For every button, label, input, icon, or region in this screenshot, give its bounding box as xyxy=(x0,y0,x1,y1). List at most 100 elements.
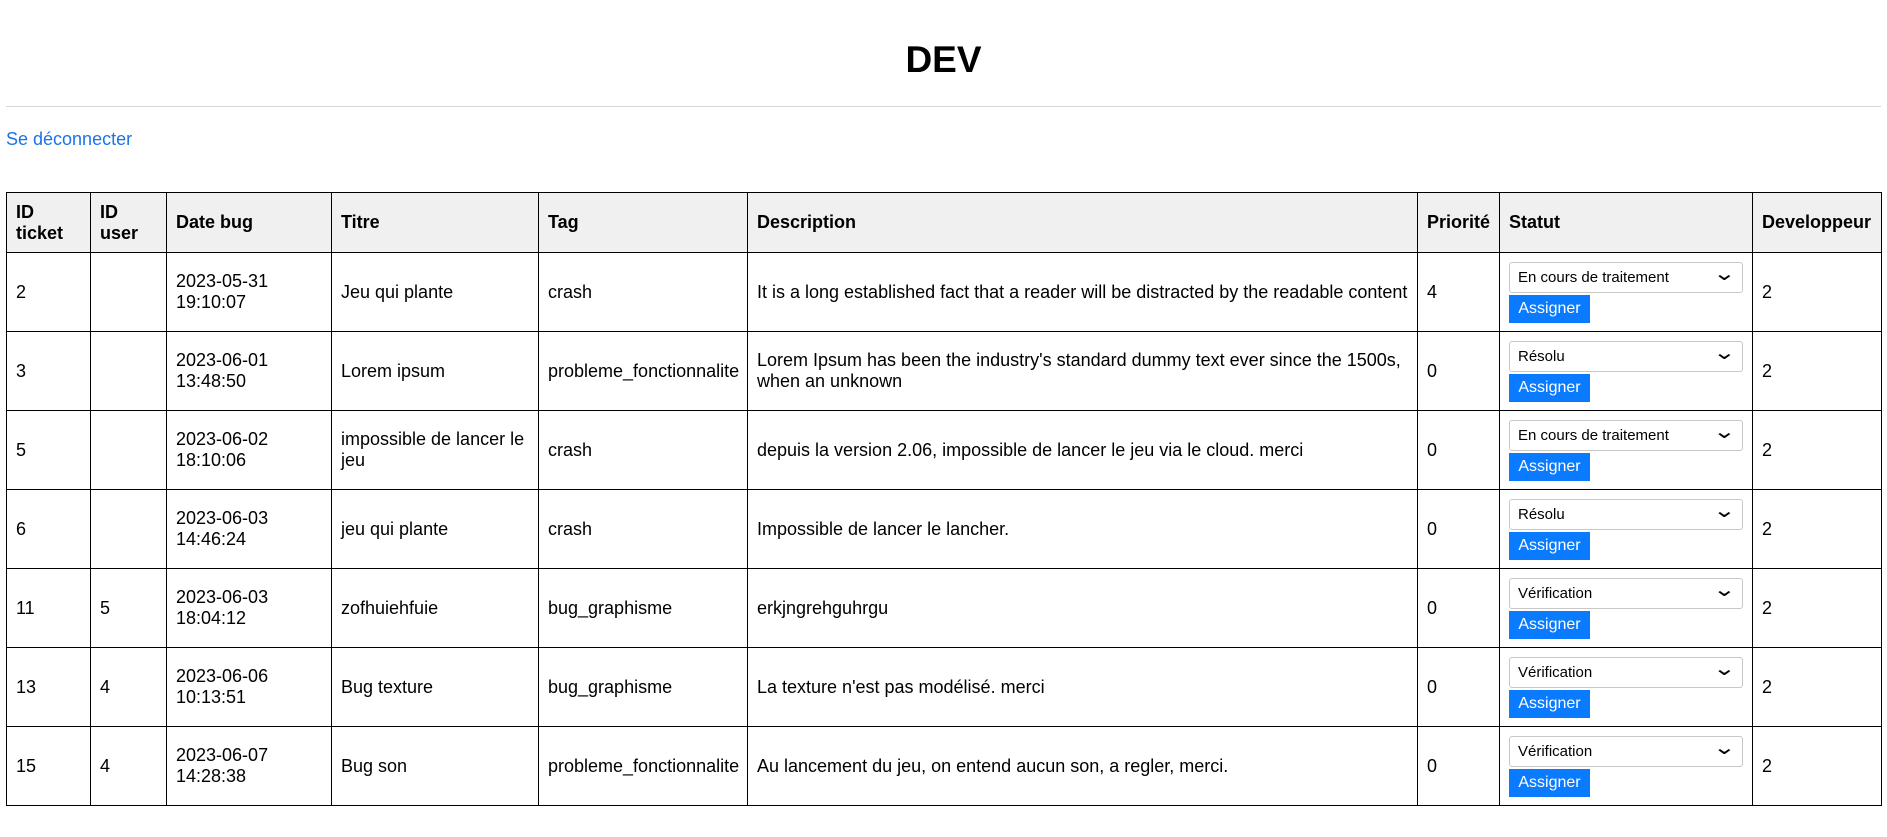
cell-id-ticket: 15 xyxy=(6,726,91,806)
assign-button[interactable]: Assigner xyxy=(1509,531,1590,560)
cell-id-user xyxy=(90,252,167,332)
cell-id-user: 5 xyxy=(90,568,167,648)
statut-controls: Résolu ⌄ Assigner xyxy=(1509,340,1743,402)
cell-id-ticket: 3 xyxy=(6,331,91,411)
column-header-date-bug: Date bug xyxy=(166,192,332,253)
page-title: DEV xyxy=(905,39,982,80)
cell-statut: Résolu ⌄ Assigner xyxy=(1499,489,1753,569)
table-row: 3 2023-06-01 13:48:50 Lorem ipsum probleme_… xyxy=(6,331,1882,411)
table-row: 6 2023-06-03 14:46:24 jeu qui plante crash I… xyxy=(6,489,1882,569)
cell-date-bug: 2023-06-07 14:28:38 xyxy=(166,726,332,806)
statut-select[interactable]: Vérification xyxy=(1509,577,1743,609)
cell-id-user: 4 xyxy=(90,726,167,806)
cell-priorite: 0 xyxy=(1417,726,1500,806)
assign-button[interactable]: Assigner xyxy=(1509,452,1590,481)
cell-date-bug: 2023-06-02 18:10:06 xyxy=(166,410,332,490)
cell-developpeur: 2 xyxy=(1752,331,1882,411)
cell-statut: En cours de traitement ⌄ Assigner xyxy=(1499,252,1753,332)
cell-id-user: 4 xyxy=(90,647,167,727)
statut-select-wrapper: En cours de traitement ⌄ xyxy=(1509,261,1743,293)
cell-titre: Lorem ipsum xyxy=(331,331,539,411)
statut-select[interactable]: Vérification xyxy=(1509,656,1743,688)
table-row: 13 4 2023-06-06 10:13:51 Bug texture bug_gra… xyxy=(6,647,1882,727)
column-header-id-ticket: ID ticket xyxy=(6,192,91,253)
statut-controls: En cours de traitement ⌄ Assigner xyxy=(1509,261,1743,323)
statut-controls: Vérification ⌄ Assigner xyxy=(1509,656,1743,718)
statut-select-wrapper: Résolu ⌄ xyxy=(1509,498,1743,530)
table-row: 5 2023-06-02 18:10:06 impossible de lancer… xyxy=(6,410,1882,490)
statut-controls: Résolu ⌄ Assigner xyxy=(1509,498,1743,560)
cell-titre: Bug son xyxy=(331,726,539,806)
statut-select[interactable]: En cours de traitement xyxy=(1509,261,1743,293)
cell-statut: Vérification ⌄ Assigner xyxy=(1499,568,1753,648)
cell-tag: probleme_fonctionnalite xyxy=(538,726,748,806)
cell-tag: bug_graphisme xyxy=(538,568,748,648)
table-row: 15 4 2023-06-07 14:28:38 Bug son probleme_fo… xyxy=(6,726,1882,806)
column-header-id-user: ID user xyxy=(90,192,167,253)
cell-developpeur: 2 xyxy=(1752,647,1882,727)
cell-id-ticket: 6 xyxy=(6,489,91,569)
cell-statut: En cours de traitement ⌄ Assigner xyxy=(1499,410,1753,490)
table-row: 2 2023-05-31 19:10:07 Jeu qui plante crash I… xyxy=(6,252,1882,332)
cell-titre: zofhuiehfuie xyxy=(331,568,539,648)
column-header-developpeur: Developpeur xyxy=(1752,192,1882,253)
cell-priorite: 0 xyxy=(1417,489,1500,569)
statut-controls: Vérification ⌄ Assigner xyxy=(1509,735,1743,797)
cell-description: La texture n'est pas modélisé. merci xyxy=(747,647,1418,727)
statut-select[interactable]: Résolu xyxy=(1509,498,1743,530)
cell-date-bug: 2023-06-06 10:13:51 xyxy=(166,647,332,727)
column-header-statut: Statut xyxy=(1499,192,1753,253)
assign-button[interactable]: Assigner xyxy=(1509,373,1590,402)
table-row: 11 5 2023-06-03 18:04:12 zofhuiehfuie bug_gr… xyxy=(6,568,1882,648)
cell-titre: impossible de lancer le jeu xyxy=(331,410,539,490)
cell-description: Lorem Ipsum has been the industry's stan… xyxy=(747,331,1418,411)
cell-date-bug: 2023-06-03 18:04:12 xyxy=(166,568,332,648)
statut-controls: En cours de traitement ⌄ Assigner xyxy=(1509,419,1743,481)
cell-description: Impossible de lancer le lancher. xyxy=(747,489,1418,569)
statut-select-wrapper: Vérification ⌄ xyxy=(1509,656,1743,688)
cell-developpeur: 2 xyxy=(1752,489,1882,569)
assign-button[interactable]: Assigner xyxy=(1509,610,1590,639)
cell-statut: Vérification ⌄ Assigner xyxy=(1499,726,1753,806)
statut-select[interactable]: En cours de traitement xyxy=(1509,419,1743,451)
logout-link[interactable]: Se déconnecter xyxy=(6,129,133,149)
statut-select-wrapper: Résolu ⌄ xyxy=(1509,340,1743,372)
assign-button[interactable]: Assigner xyxy=(1509,294,1590,323)
column-header-priorite: Priorité xyxy=(1417,192,1500,253)
cell-id-ticket: 11 xyxy=(6,568,91,648)
cell-tag: crash xyxy=(538,410,748,490)
assign-button[interactable]: Assigner xyxy=(1509,689,1590,718)
cell-tag: crash xyxy=(538,252,748,332)
cell-date-bug: 2023-06-01 13:48:50 xyxy=(166,331,332,411)
statut-select-wrapper: En cours de traitement ⌄ xyxy=(1509,419,1743,451)
table-header-row: ID ticket ID user Date bug Titre Tag Des… xyxy=(6,192,1882,253)
cell-id-user xyxy=(90,489,167,569)
cell-description: erkjngrehguhrgu xyxy=(747,568,1418,648)
column-header-tag: Tag xyxy=(538,192,748,253)
cell-tag: probleme_fonctionnalite xyxy=(538,331,748,411)
cell-date-bug: 2023-06-03 14:46:24 xyxy=(166,489,332,569)
cell-developpeur: 2 xyxy=(1752,252,1882,332)
statut-select-wrapper: Vérification ⌄ xyxy=(1509,735,1743,767)
cell-titre: Bug texture xyxy=(331,647,539,727)
cell-tag: bug_graphisme xyxy=(538,647,748,727)
column-header-titre: Titre xyxy=(331,192,539,253)
cell-description: depuis la version 2.06, impossible de la… xyxy=(747,410,1418,490)
cell-priorite: 0 xyxy=(1417,410,1500,490)
statut-controls: Vérification ⌄ Assigner xyxy=(1509,577,1743,639)
cell-date-bug: 2023-05-31 19:10:07 xyxy=(166,252,332,332)
assign-button[interactable]: Assigner xyxy=(1509,768,1590,797)
cell-priorite: 0 xyxy=(1417,331,1500,411)
cell-id-ticket: 2 xyxy=(6,252,91,332)
statut-select[interactable]: Vérification xyxy=(1509,735,1743,767)
cell-developpeur: 2 xyxy=(1752,568,1882,648)
cell-id-user xyxy=(90,410,167,490)
cell-id-user xyxy=(90,331,167,411)
cell-titre: Jeu qui plante xyxy=(331,252,539,332)
cell-priorite: 0 xyxy=(1417,568,1500,648)
header-divider xyxy=(6,106,1881,107)
cell-id-ticket: 5 xyxy=(6,410,91,490)
statut-select[interactable]: Résolu xyxy=(1509,340,1743,372)
tickets-table: ID ticket ID user Date bug Titre Tag Des… xyxy=(6,192,1882,806)
